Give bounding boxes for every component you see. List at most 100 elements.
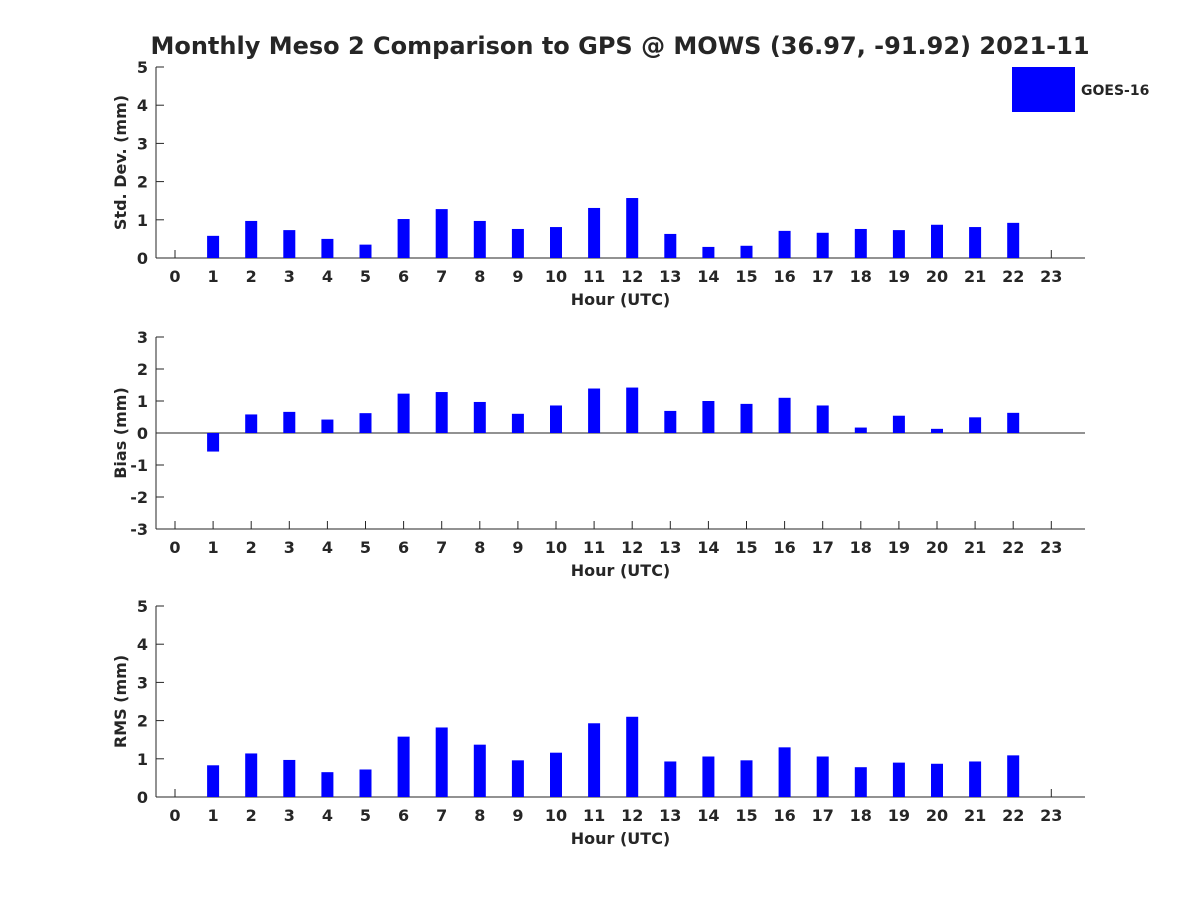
bias-bar-hour-8: [473, 401, 486, 433]
bias-x-tick-label: 15: [735, 538, 757, 557]
bias-x-tick-label: 5: [360, 538, 371, 557]
std-dev-bar-hour-17: [816, 232, 829, 258]
rms-x-tick-label: 6: [398, 806, 409, 825]
std-dev-x-tick-label: 14: [697, 267, 719, 286]
rms-bar-hour-13: [664, 761, 677, 797]
bias-bar-hour-16: [778, 397, 791, 433]
rms-bar-hour-18: [854, 767, 867, 797]
rms-x-tick-label: 15: [735, 806, 757, 825]
bias-x-tick-label: 2: [246, 538, 257, 557]
rms-bar-hour-15: [740, 760, 753, 797]
bias-bar-hour-13: [664, 410, 677, 433]
rms-bar-hour-7: [435, 727, 448, 797]
bias-bar-hour-4: [321, 419, 334, 433]
std-dev-x-tick-label: 18: [850, 267, 872, 286]
std-dev-bar-hour-20: [931, 224, 943, 258]
rms-x-tick-label: 13: [659, 806, 681, 825]
rms-x-tick-label: 23: [1040, 806, 1062, 825]
rms-x-tick-label: 9: [512, 806, 523, 825]
rms-bar-hour-9: [511, 760, 524, 797]
bias-x-tick-label: 12: [621, 538, 643, 557]
bias-x-tick-label: 18: [850, 538, 872, 557]
bias-x-tick-label: 9: [512, 538, 523, 557]
std-dev-bar-hour-2: [245, 220, 258, 258]
bias-x-tick-label: 6: [398, 538, 409, 557]
rms-bar-hour-21: [969, 761, 982, 797]
bias-bar-hour-17: [816, 405, 829, 433]
std-dev-y-tick-label: 1: [137, 211, 148, 230]
std-dev-x-tick-label: 20: [926, 267, 948, 286]
rms-y-tick-label: 3: [137, 673, 148, 692]
std-dev-y-tick-label: 2: [137, 173, 148, 192]
rms-x-tick-label: 20: [926, 806, 948, 825]
bias-x-tick-label: 11: [583, 538, 605, 557]
rms-x-tick-label: 16: [773, 806, 795, 825]
rms-bar-hour-17: [816, 756, 829, 797]
rms-x-tick-label: 5: [360, 806, 371, 825]
rms-bar-hour-19: [892, 762, 905, 797]
rms-x-tick-label: 18: [850, 806, 872, 825]
bias-bar-hour-10: [550, 405, 562, 433]
std-dev-bar-hour-8: [473, 220, 486, 258]
bias-bar-hour-18: [854, 427, 867, 433]
bias-y-tick-label: 0: [137, 424, 148, 443]
bias-y-tick-label: -1: [130, 456, 148, 475]
std-dev-bar-hour-10: [550, 227, 562, 258]
rms-x-tick-label: 1: [208, 806, 219, 825]
std-dev-x-tick-label: 1: [208, 267, 219, 286]
bias-x-tick-label: 17: [812, 538, 834, 557]
legend-label: GOES-16: [1081, 83, 1149, 99]
bias-y-tick-label: 3: [137, 328, 148, 347]
bias-y-tick-label: -2: [130, 488, 148, 507]
rms-bar-hour-20: [931, 763, 943, 797]
bias-bar-hour-19: [892, 415, 905, 433]
rms-bar-hour-8: [473, 744, 486, 797]
rms-bar-hour-3: [283, 759, 296, 797]
std-dev-bar-hour-11: [588, 207, 601, 258]
rms-bar-hour-6: [397, 736, 410, 797]
std-dev-x-tick-label: 12: [621, 267, 643, 286]
bias-bar-hour-15: [740, 403, 753, 433]
rms-bar-hour-5: [359, 769, 372, 797]
rms-x-tick-label: 21: [964, 806, 986, 825]
rms-bar-hour-12: [626, 716, 639, 797]
rms-x-tick-label: 8: [474, 806, 485, 825]
std-dev-x-tick-label: 10: [545, 267, 567, 286]
rms-x-tick-label: 10: [545, 806, 567, 825]
std-dev-bar-hour-5: [359, 244, 372, 258]
rms-x-tick-label: 7: [436, 806, 447, 825]
rms-x-tick-label: 4: [322, 806, 333, 825]
bias-bar-hour-3: [283, 411, 296, 433]
std-dev-x-tick-label: 13: [659, 267, 681, 286]
std-dev-bar-hour-3: [283, 230, 296, 258]
rms-x-tick-label: 12: [621, 806, 643, 825]
std-dev-bar-hour-12: [626, 198, 639, 258]
bias-y-axis-label: Bias (mm): [111, 387, 130, 479]
bias-x-tick-label: 20: [926, 538, 948, 557]
bias-bar-hour-22: [1007, 412, 1020, 433]
bias-y-tick-label: -3: [130, 520, 148, 539]
bias-x-tick-label: 7: [436, 538, 447, 557]
rms-y-tick-label: 4: [137, 635, 148, 654]
std-dev-bar-hour-22: [1007, 222, 1020, 258]
std-dev-y-tick-label: 0: [137, 249, 148, 268]
std-dev-bar-hour-7: [435, 209, 448, 258]
bias-bar-hour-7: [435, 392, 448, 433]
rms-bar-hour-1: [207, 765, 220, 797]
rms-x-tick-label: 11: [583, 806, 605, 825]
bias-bar-hour-9: [511, 413, 524, 433]
std-dev-x-tick-label: 5: [360, 267, 371, 286]
bias-x-tick-label: 19: [888, 538, 910, 557]
legend: GOES-16: [1012, 67, 1149, 112]
rms-bar-hour-10: [550, 752, 562, 797]
std-dev-x-tick-label: 7: [436, 267, 447, 286]
rms-x-tick-label: 2: [246, 806, 257, 825]
rms-x-tick-label: 0: [169, 806, 180, 825]
rms-bar-hour-4: [321, 772, 334, 797]
std-dev-bar-hour-6: [397, 219, 410, 258]
figure-title: Monthly Meso 2 Comparison to GPS @ MOWS …: [150, 32, 1089, 60]
bias-x-tick-label: 4: [322, 538, 333, 557]
